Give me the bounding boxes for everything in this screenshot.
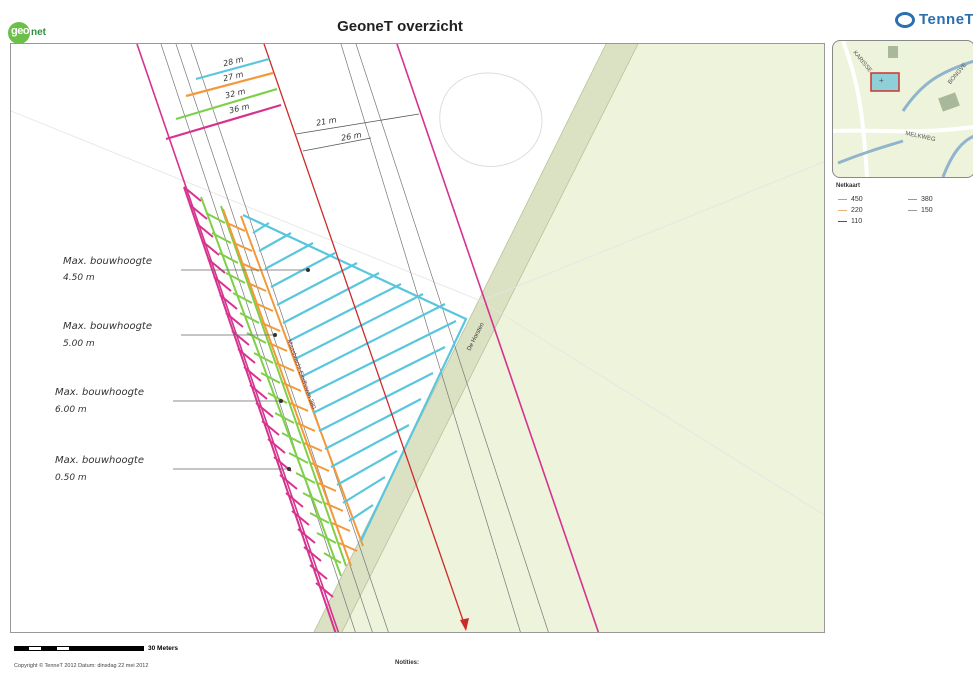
legend-item-110: 110 [838,217,862,226]
pond-outline [439,72,543,167]
height-zone-4-label: Max. bouwhoogte [55,455,145,466]
overview-marker-cross: + [879,76,884,85]
legend-item-380: 380 [908,195,933,204]
height-zone-2-value: 5.00 m [63,339,95,349]
main-map[interactable]: 55 54 28 m 27 m 32 m 36 m 21 m 26 m Maas… [10,43,825,633]
strip-boundary-left [136,44,340,632]
tennet-logo-icon [895,12,915,28]
legend-item-450: 450 [838,195,863,204]
legend-label: 450 [851,196,863,203]
legend-item-220: 220 [838,206,863,215]
height-zone-1-label: Max. bouwhoogte [63,256,153,267]
zone-orange [222,208,364,567]
legend-swatch [838,209,847,211]
height-zone-3-value: 6.00 m [55,405,87,415]
tennet-logo: TenneT [895,10,973,34]
overview-map-canvas [833,41,973,177]
legend-label: 220 [851,207,863,214]
zone-cyan [242,214,468,542]
legend-swatch [908,209,917,211]
legend-item-150: 150 [908,206,933,215]
center-line [263,44,467,630]
geonet-logo-mark: geo [11,25,30,37]
legend-swatch [838,198,847,200]
scale-bar [14,646,144,654]
height-zone-2-label: Max. bouwhoogte [63,321,153,332]
geonet-logo: geo net [8,22,56,44]
overview-location-marker [870,72,900,92]
geonet-logo-circle [8,22,30,44]
geonet-logo-word: net [31,27,46,38]
notes-label: Notities: [395,660,419,666]
legend-swatch [838,220,847,222]
legend-label: 380 [921,196,933,203]
center-line-arrow [460,618,469,631]
field-area [313,44,824,632]
zone-green [200,196,347,577]
overview-map[interactable]: + KARISSE BONGVE MELKWEG [832,40,973,178]
tennet-logo-text: TenneT [919,11,973,28]
height-zone-4-value: 0.50 m [55,473,87,483]
road-de-horsten [313,44,638,632]
page-title: GeoneT overzicht [337,18,463,35]
map-canvas [11,44,824,632]
legend-label: 110 [851,218,863,225]
legend-title: Netkaart [836,183,861,189]
strip-boundary-right [396,44,600,632]
height-zone-3-label: Max. bouwhoogte [55,387,145,398]
legend-label: 150 [921,207,933,214]
height-zone-1-value: 4.50 m [63,273,95,283]
legend-swatch [908,198,917,200]
copyright-text: Copyright © TenneT 2012 Datum: dinsdag 2… [14,663,149,669]
zone-magenta [183,186,337,632]
scale-bar-label: 30 Meters [148,645,178,652]
